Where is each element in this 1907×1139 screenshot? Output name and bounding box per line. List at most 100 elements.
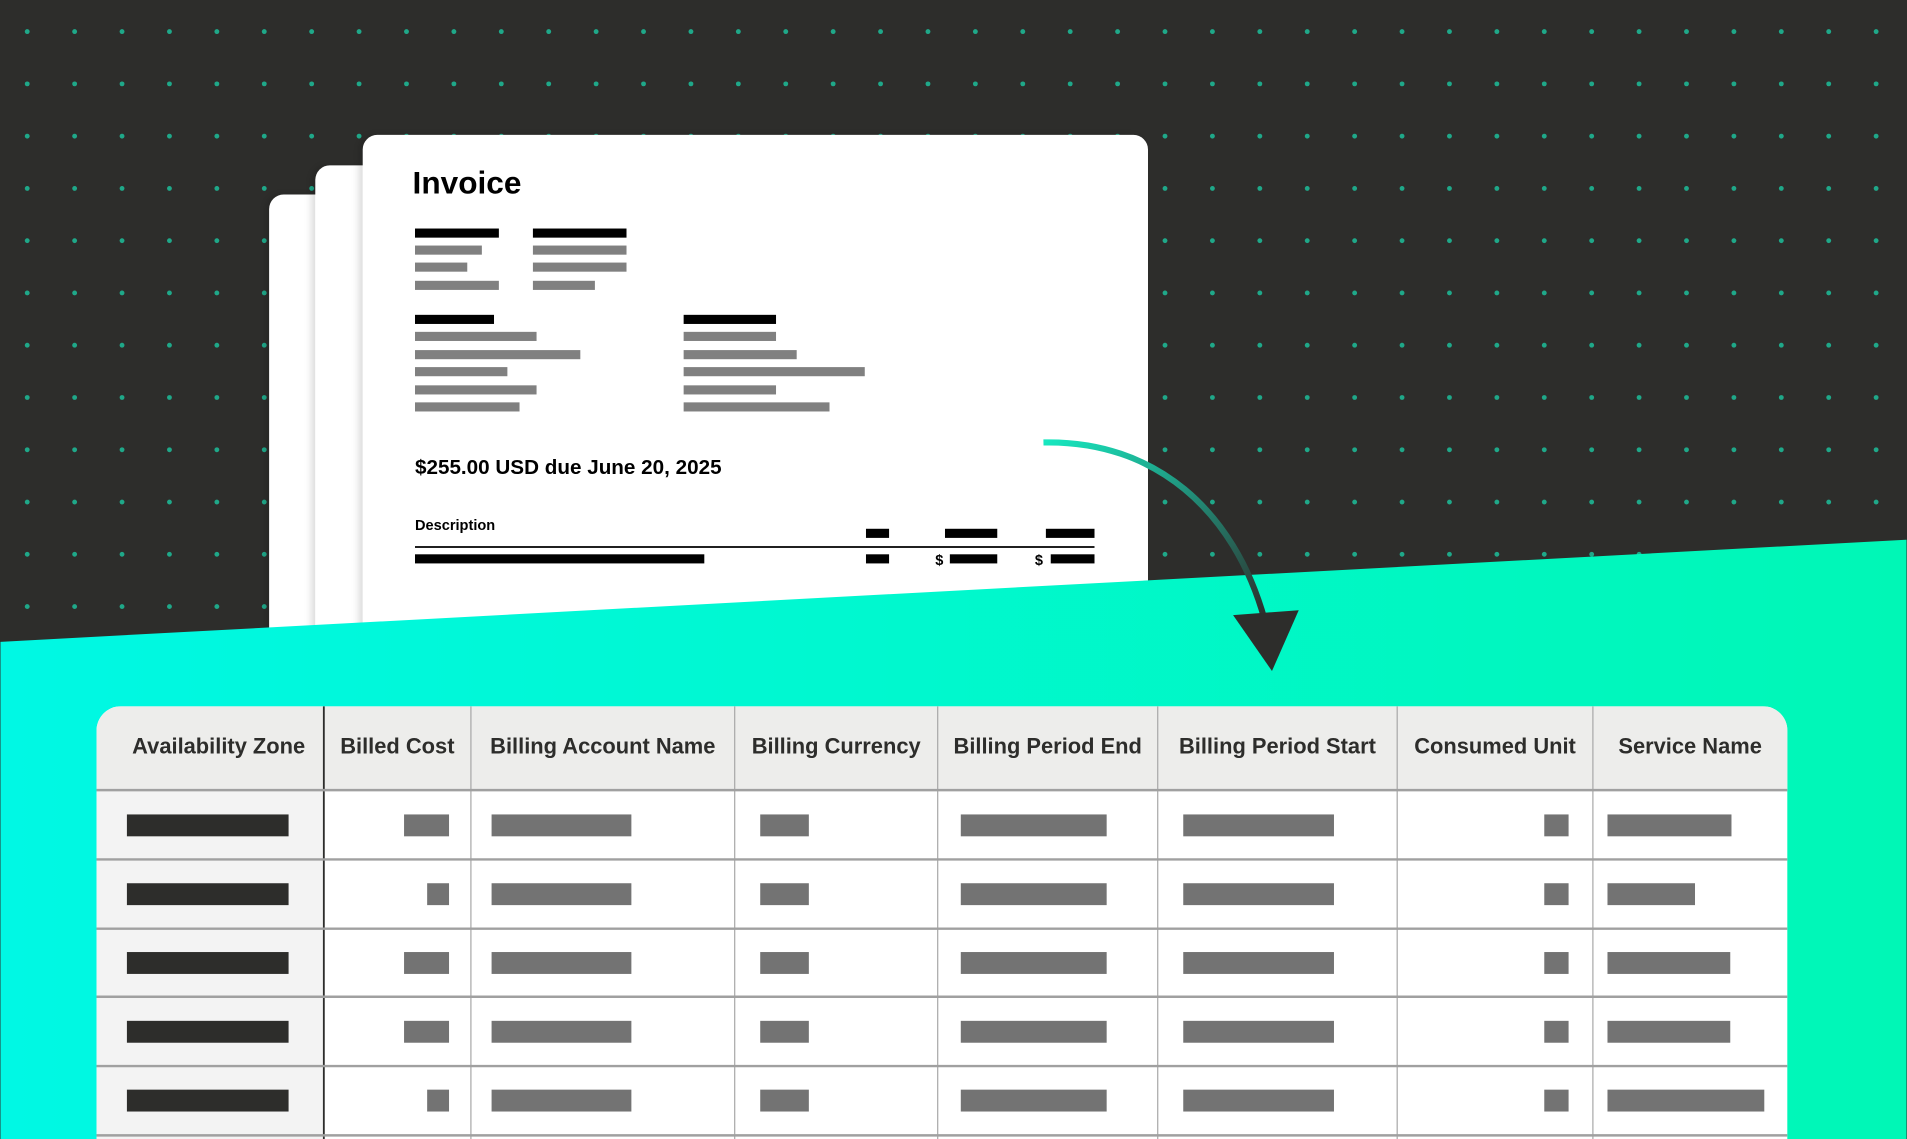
dot <box>309 29 315 35</box>
dot <box>1778 499 1784 505</box>
column-header[interactable]: Billing Currency <box>752 734 922 759</box>
dot <box>1873 290 1879 296</box>
dot <box>1778 395 1784 400</box>
dot <box>1304 447 1310 453</box>
dot <box>1873 133 1879 139</box>
redacted-line <box>944 528 998 538</box>
dot <box>1447 290 1452 296</box>
dot <box>214 551 220 557</box>
dot <box>24 29 30 35</box>
column-header[interactable]: Billing Period Start <box>1179 734 1377 759</box>
dot <box>1778 447 1784 453</box>
dot <box>1304 238 1310 244</box>
dot <box>546 81 552 87</box>
dot <box>72 81 78 87</box>
table-row[interactable] <box>126 1020 1731 1043</box>
redacted-line <box>532 245 627 255</box>
redacted-cell-value <box>960 814 1107 837</box>
dot <box>1257 342 1263 348</box>
redacted-cell-value <box>126 883 289 906</box>
dot <box>214 81 220 87</box>
dot <box>1589 342 1595 348</box>
dot <box>24 604 30 610</box>
dot <box>214 290 220 296</box>
dot <box>1257 81 1263 87</box>
table-row[interactable] <box>126 814 1732 837</box>
dot <box>1399 499 1405 505</box>
redacted-cell-value <box>126 814 289 837</box>
data-table: Availability Zone Billed Cost Billing Acco… <box>96 706 1788 1139</box>
column-header[interactable]: Billed Cost <box>340 734 455 759</box>
redacted-cell-value <box>1607 952 1731 974</box>
dot <box>1352 133 1358 139</box>
redacted-line <box>949 554 998 564</box>
dot <box>119 342 125 348</box>
dot <box>783 81 789 87</box>
dot <box>167 238 172 244</box>
redacted-cell-value <box>1607 1089 1765 1112</box>
currency-symbol: $ <box>1035 553 1043 569</box>
redacted-line <box>414 402 520 412</box>
dot <box>214 133 220 139</box>
dot <box>1162 238 1168 244</box>
dot <box>1209 499 1215 505</box>
redacted-cell-value <box>1544 1020 1569 1043</box>
redacted-cell-value <box>1544 1089 1569 1112</box>
dot <box>1636 342 1642 348</box>
dot <box>261 395 267 400</box>
redacted-cell-value <box>760 1020 809 1043</box>
dot <box>119 81 125 87</box>
dot <box>1873 447 1879 453</box>
column-header[interactable]: Availability Zone <box>132 734 305 759</box>
dot <box>641 81 646 87</box>
dot <box>214 447 220 453</box>
dot <box>72 133 78 139</box>
dot <box>1873 342 1879 348</box>
dot <box>1541 447 1547 453</box>
column-header[interactable]: Billing Period End <box>954 734 1142 759</box>
redacted-cell-value <box>491 1020 632 1043</box>
currency-symbol: $ <box>935 553 943 569</box>
dot <box>1067 29 1073 35</box>
redacted-cell-value <box>404 952 450 974</box>
dot <box>1636 290 1642 296</box>
dot <box>1684 81 1689 87</box>
table-row[interactable] <box>126 883 1696 906</box>
redacted-cell-value <box>491 814 632 837</box>
dot <box>1257 290 1263 296</box>
column-header[interactable]: Billing Account Name <box>490 734 715 759</box>
dot <box>356 29 362 35</box>
dot <box>1494 290 1500 296</box>
dot <box>72 29 78 35</box>
dot <box>1494 81 1500 87</box>
dot <box>451 29 457 35</box>
redacted-cell-value <box>491 1089 632 1112</box>
dot <box>1826 133 1832 139</box>
dot <box>1589 238 1595 244</box>
dot <box>1257 447 1263 453</box>
dot <box>1352 447 1358 453</box>
dot <box>261 29 267 35</box>
dot <box>119 238 125 244</box>
dot <box>1352 395 1358 400</box>
dot <box>1352 342 1358 348</box>
dot <box>735 81 741 87</box>
dot <box>167 81 172 87</box>
dot <box>1494 447 1500 453</box>
redacted-line <box>414 385 537 395</box>
column-header[interactable]: Service Name <box>1618 734 1762 759</box>
dot <box>1731 185 1737 191</box>
dot <box>261 290 267 296</box>
redacted-cell-value <box>1183 952 1334 974</box>
dot <box>1636 81 1642 87</box>
dot <box>1494 342 1500 348</box>
redacted-line <box>414 554 705 564</box>
dot <box>261 551 267 557</box>
redacted-cell-value <box>1183 814 1334 837</box>
table-row[interactable] <box>126 952 1731 974</box>
dot <box>72 604 78 610</box>
table-row[interactable] <box>126 1089 1765 1112</box>
column-header[interactable]: Consumed Unit <box>1414 734 1576 759</box>
redacted-cell-value <box>1544 814 1569 837</box>
dot <box>167 342 172 348</box>
